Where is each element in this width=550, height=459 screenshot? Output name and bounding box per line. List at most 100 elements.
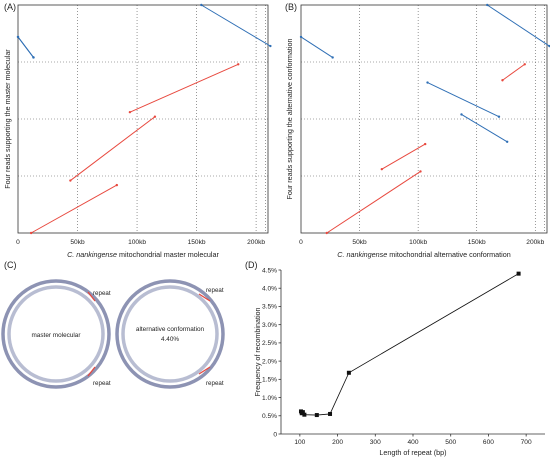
- red-alignment-segment: [30, 184, 118, 234]
- x-tick-label: 400: [407, 439, 418, 446]
- x-tick-label: 700: [521, 439, 532, 446]
- repeat-label: repeat: [93, 380, 111, 387]
- red-segment-end: [128, 110, 132, 114]
- red-segment-end: [153, 115, 157, 118]
- d-ylabel: Frequency of recombination: [253, 307, 262, 396]
- red-alignment-segment: [129, 63, 239, 113]
- d-x-ticks: 100 200 300 400 500 600 700: [294, 434, 532, 446]
- y-tick-label: 4.0%: [262, 286, 277, 293]
- panel-letter-c: (C): [4, 260, 17, 270]
- blue-alignment-segment: [486, 4, 550, 47]
- dotplot-a-segments: [16, 3, 272, 235]
- y-tick-label: 3.5%: [262, 304, 277, 311]
- d-xlabel: Length of repeat (bp): [379, 448, 446, 457]
- x-tick-label: 100kb: [128, 239, 146, 246]
- red-segment-end: [523, 63, 526, 66]
- repeat-label: repeat: [206, 380, 224, 387]
- dotplot-b-ylabel: Four reads supporting the alternative co…: [285, 38, 294, 199]
- circle-alt-inner-ring: [121, 285, 219, 383]
- blue-alignment-segment: [300, 36, 333, 58]
- data-point: [516, 271, 521, 276]
- x-tick-label: 50kb: [352, 239, 367, 246]
- blue-segment-end: [426, 81, 429, 84]
- data-point: [328, 411, 333, 416]
- data-point: [346, 370, 351, 375]
- circle-master: master molecular repeat repeat: [1, 279, 111, 389]
- blue-segment-end: [460, 113, 463, 116]
- panel-letter-a: (A): [4, 2, 16, 12]
- repeat-mark: [87, 366, 96, 377]
- blue-segment-end: [505, 140, 509, 143]
- x-tick-label: 100kb: [409, 239, 427, 246]
- blue-alignment-segment: [461, 114, 508, 143]
- d-points: [298, 271, 521, 418]
- red-segment-end: [325, 231, 328, 235]
- x-tick-label: 150kb: [188, 239, 206, 246]
- circle-master-outer-ring: [1, 279, 111, 389]
- x-tick-label: 50kb: [70, 239, 85, 246]
- blue-segment-end: [269, 44, 272, 48]
- dotplot-b-grid: [301, 5, 547, 233]
- y-tick-label: 2.5%: [262, 340, 277, 347]
- y-tick-label: 4.5%: [262, 267, 277, 274]
- blue-alignment-segment: [201, 4, 271, 47]
- red-alignment-segment: [326, 171, 421, 234]
- x-tick-label: 200kb: [247, 239, 265, 246]
- red-segment-end: [419, 170, 422, 173]
- d-y-ticks: 0 0.5% 1.0% 1.5% 2.0% 2.5% 3.0% 3.5% 4.0% 4.5%: [262, 267, 281, 438]
- red-alignment-segment: [502, 63, 526, 81]
- blue-alignment-segment: [17, 36, 34, 58]
- x-tick-label: 300: [370, 439, 381, 446]
- red-segment-end: [423, 142, 427, 146]
- y-tick-label: 3.0%: [262, 322, 277, 329]
- dotplot-b-xlabel: C. nankingense mitochondrial alternative…: [337, 250, 510, 259]
- blue-segment-end: [200, 3, 203, 7]
- x-tick-label: 500: [445, 439, 456, 446]
- repeat-mark: [87, 291, 96, 302]
- y-tick-label: 0: [273, 431, 277, 438]
- dotplot-a-ticks: 0 50kb 100kb 150kb 200kb: [16, 239, 265, 246]
- y-tick-label: 1.0%: [262, 395, 277, 402]
- blue-segment-end: [32, 56, 35, 59]
- circle-alt-percent: 4.40%: [161, 336, 179, 343]
- red-alignment-segment: [70, 116, 156, 181]
- repeat-mark: [198, 366, 211, 375]
- blue-alignment-segment: [427, 82, 500, 118]
- circle-alt-outer-ring: [115, 279, 225, 389]
- circle-alternative: alternative conformation 4.40% repeat re…: [115, 279, 225, 389]
- y-tick-label: 2.0%: [262, 358, 277, 365]
- blue-segment-end: [497, 115, 501, 118]
- x-tick-label: 0: [16, 239, 20, 246]
- panel-letter-d: (D): [245, 260, 258, 270]
- blue-segment-end: [16, 35, 20, 39]
- x-tick-label: 600: [483, 439, 494, 446]
- data-point: [314, 413, 319, 418]
- dotplot-a: 0 50kb 100kb 150kb 200kb Four reads supporti…: [3, 3, 272, 259]
- circle-master-label: master molecular: [31, 332, 81, 339]
- dotplot-b-segments: [299, 3, 550, 235]
- red-segment-end: [69, 179, 72, 182]
- x-tick-label: 100: [294, 439, 305, 446]
- repeat-mark: [198, 293, 211, 302]
- repeat-label: repeat: [206, 287, 224, 294]
- circle-master-inner-ring: [7, 285, 105, 383]
- recombination-chart: 0 0.5% 1.0% 1.5% 2.0% 2.5% 3.0% 3.5% 4.0% 4.5% 10…: [253, 267, 545, 457]
- data-point: [302, 412, 307, 417]
- blue-segment-end: [299, 35, 303, 39]
- red-segment-end: [380, 167, 384, 171]
- blue-segment-end: [486, 3, 489, 7]
- circle-alt-label: alternative conformation: [136, 326, 205, 333]
- red-segment-end: [29, 231, 33, 235]
- red-alignment-segment: [381, 143, 426, 170]
- red-segment-end: [501, 79, 504, 82]
- x-tick-label: 200: [332, 439, 343, 446]
- panel-letter-b: (B): [285, 2, 297, 12]
- repeat-label: repeat: [93, 290, 111, 297]
- x-tick-label: 0: [299, 239, 303, 246]
- red-segment-end: [115, 183, 119, 187]
- red-segment-end: [237, 63, 240, 66]
- dotplot-b-frame: [300, 4, 548, 234]
- d-series-line: [300, 273, 519, 416]
- dotplot-a-grid: [18, 5, 268, 233]
- dotplot-a-xlabel: C. nankingense mitochondrial master mole…: [67, 250, 219, 259]
